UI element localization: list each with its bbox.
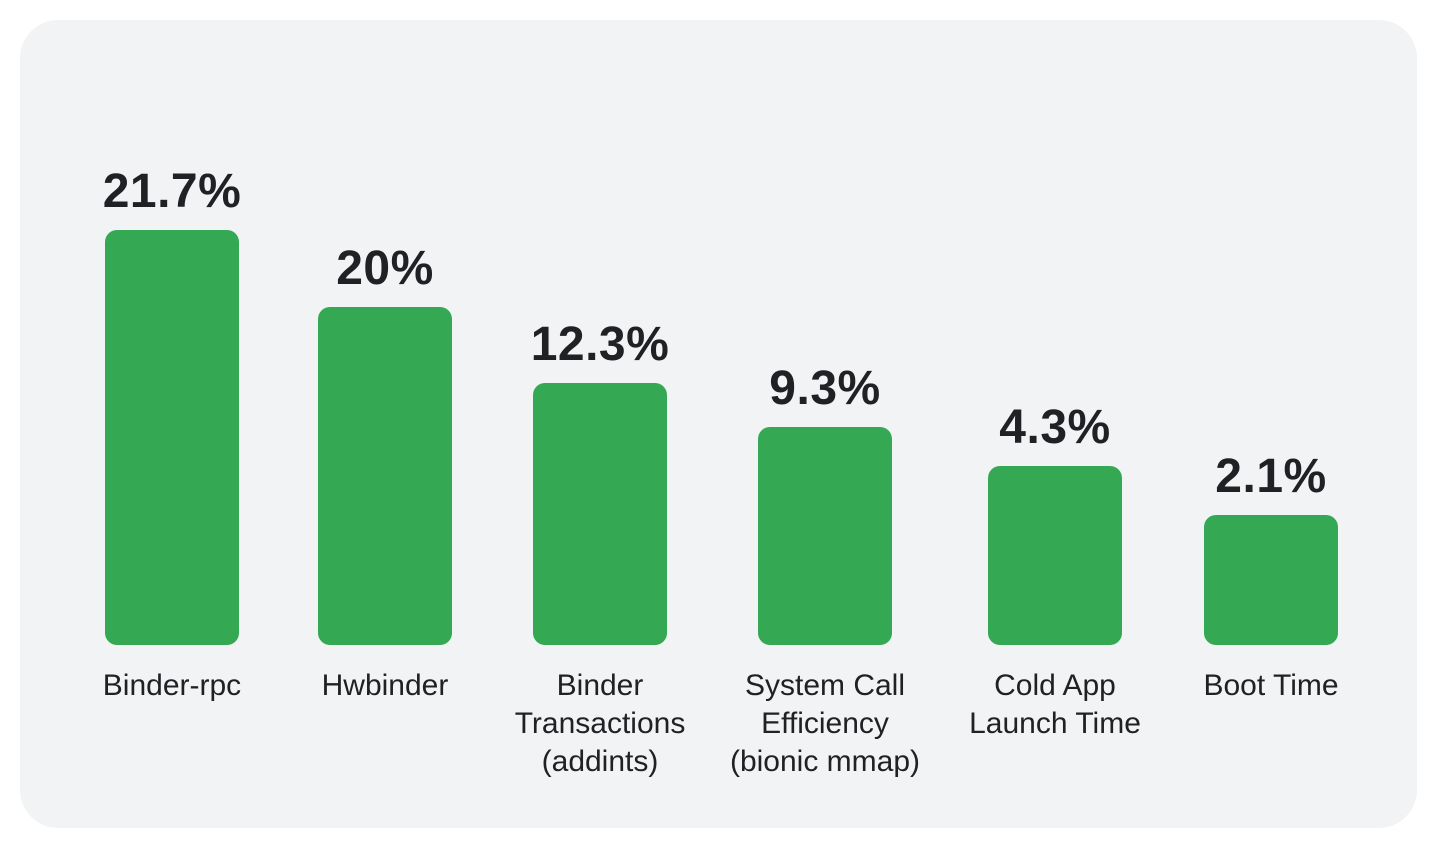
category-label: Binder-rpc xyxy=(102,669,242,702)
value-label: 4.3% xyxy=(999,401,1111,454)
bar-column: 20% Hwbinder xyxy=(275,0,495,702)
bar xyxy=(318,307,452,645)
bar-column: 2.1% Boot Time xyxy=(1161,0,1381,703)
value-label: 2.1% xyxy=(1215,450,1327,503)
value-label: 9.3% xyxy=(769,362,881,415)
category-label: Hwbinder xyxy=(321,669,449,702)
bar xyxy=(758,427,892,645)
bar-column: 12.3% Binder Transactions (addints) xyxy=(490,0,710,779)
category-label: Cold App Launch Time xyxy=(969,669,1141,740)
bar-column: 9.3% System Call Efficiency (bionic mmap… xyxy=(715,0,935,779)
bar xyxy=(533,383,667,645)
value-label: 12.3% xyxy=(530,318,670,371)
category-label: System Call Efficiency (bionic mmap) xyxy=(729,669,921,778)
category-label: Binder Transactions (addints) xyxy=(514,669,686,778)
category-label: Boot Time xyxy=(1203,669,1339,702)
bar-column: 4.3% Cold App Launch Time xyxy=(945,0,1165,741)
bar-column: 21.7% Binder-rpc xyxy=(62,0,282,703)
value-label: 21.7% xyxy=(102,165,242,218)
chart-card xyxy=(20,20,1417,828)
bar xyxy=(1204,515,1338,645)
bar xyxy=(105,230,239,645)
bar xyxy=(988,466,1122,645)
value-label: 20% xyxy=(336,242,434,295)
